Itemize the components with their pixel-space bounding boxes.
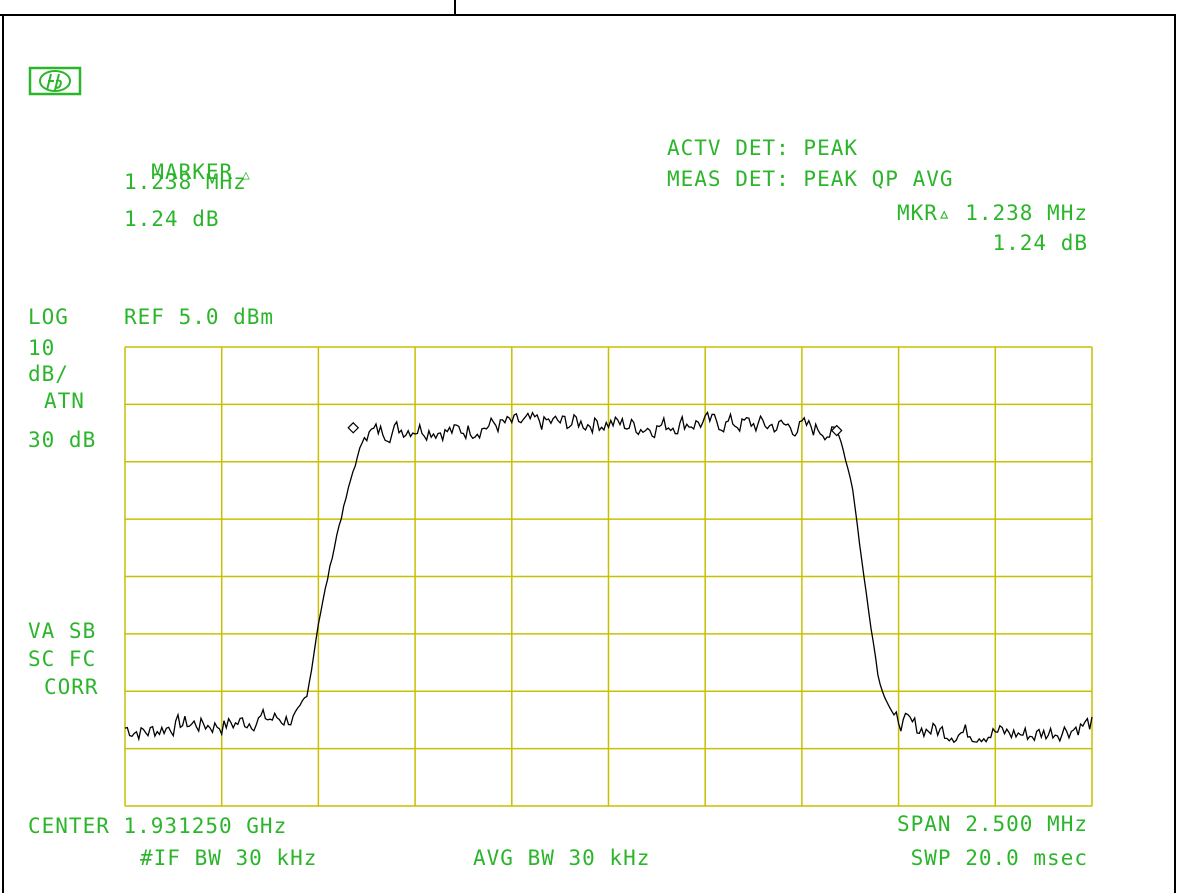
center-frequency: CENTER 1.931250 GHz xyxy=(28,814,288,838)
marker-amplitude: 1.24 dB xyxy=(124,207,220,231)
hp-logo-icon xyxy=(28,66,82,96)
spectrum-trace xyxy=(124,410,1093,744)
sweep-time: SWP 20.0 msec xyxy=(910,846,1088,870)
if-bandwidth: #IF BW 30 kHz xyxy=(140,846,318,870)
attenuation-value: 30 dB xyxy=(28,428,97,452)
marker-title: MARKER △ xyxy=(151,160,251,184)
log-label: LOG xyxy=(28,305,69,329)
graticule xyxy=(124,346,1093,807)
marker-delta-amplitude: 1.24 dB xyxy=(992,231,1088,255)
delta-marker-icon xyxy=(830,424,843,437)
status-corr: CORR xyxy=(44,675,99,699)
scale-division-unit: dB/ xyxy=(28,362,69,386)
screen-frame xyxy=(2,14,1176,893)
status-sc-fc: SC FC xyxy=(28,647,97,671)
reference-level: REF 5.0 dBm xyxy=(124,305,275,329)
marker-frequency: 1.238 MHz xyxy=(124,170,247,194)
marker-delta-frequency: MKR▵ 1.238 MHz xyxy=(896,201,1088,225)
reference-marker-icon xyxy=(347,421,360,434)
scale-division-value: 10 xyxy=(28,336,56,360)
attenuation-label: ATN xyxy=(44,389,85,413)
delta-marker-icon: △ xyxy=(233,168,251,183)
average-bandwidth: AVG BW 30 kHz xyxy=(473,846,651,870)
measure-detector: MEAS DET: PEAK QP AVG xyxy=(667,167,954,191)
frequency-span: SPAN 2.500 MHz xyxy=(896,812,1088,836)
status-va-sb: VA SB xyxy=(28,619,97,643)
active-detector: ACTV DET: PEAK xyxy=(667,136,859,160)
